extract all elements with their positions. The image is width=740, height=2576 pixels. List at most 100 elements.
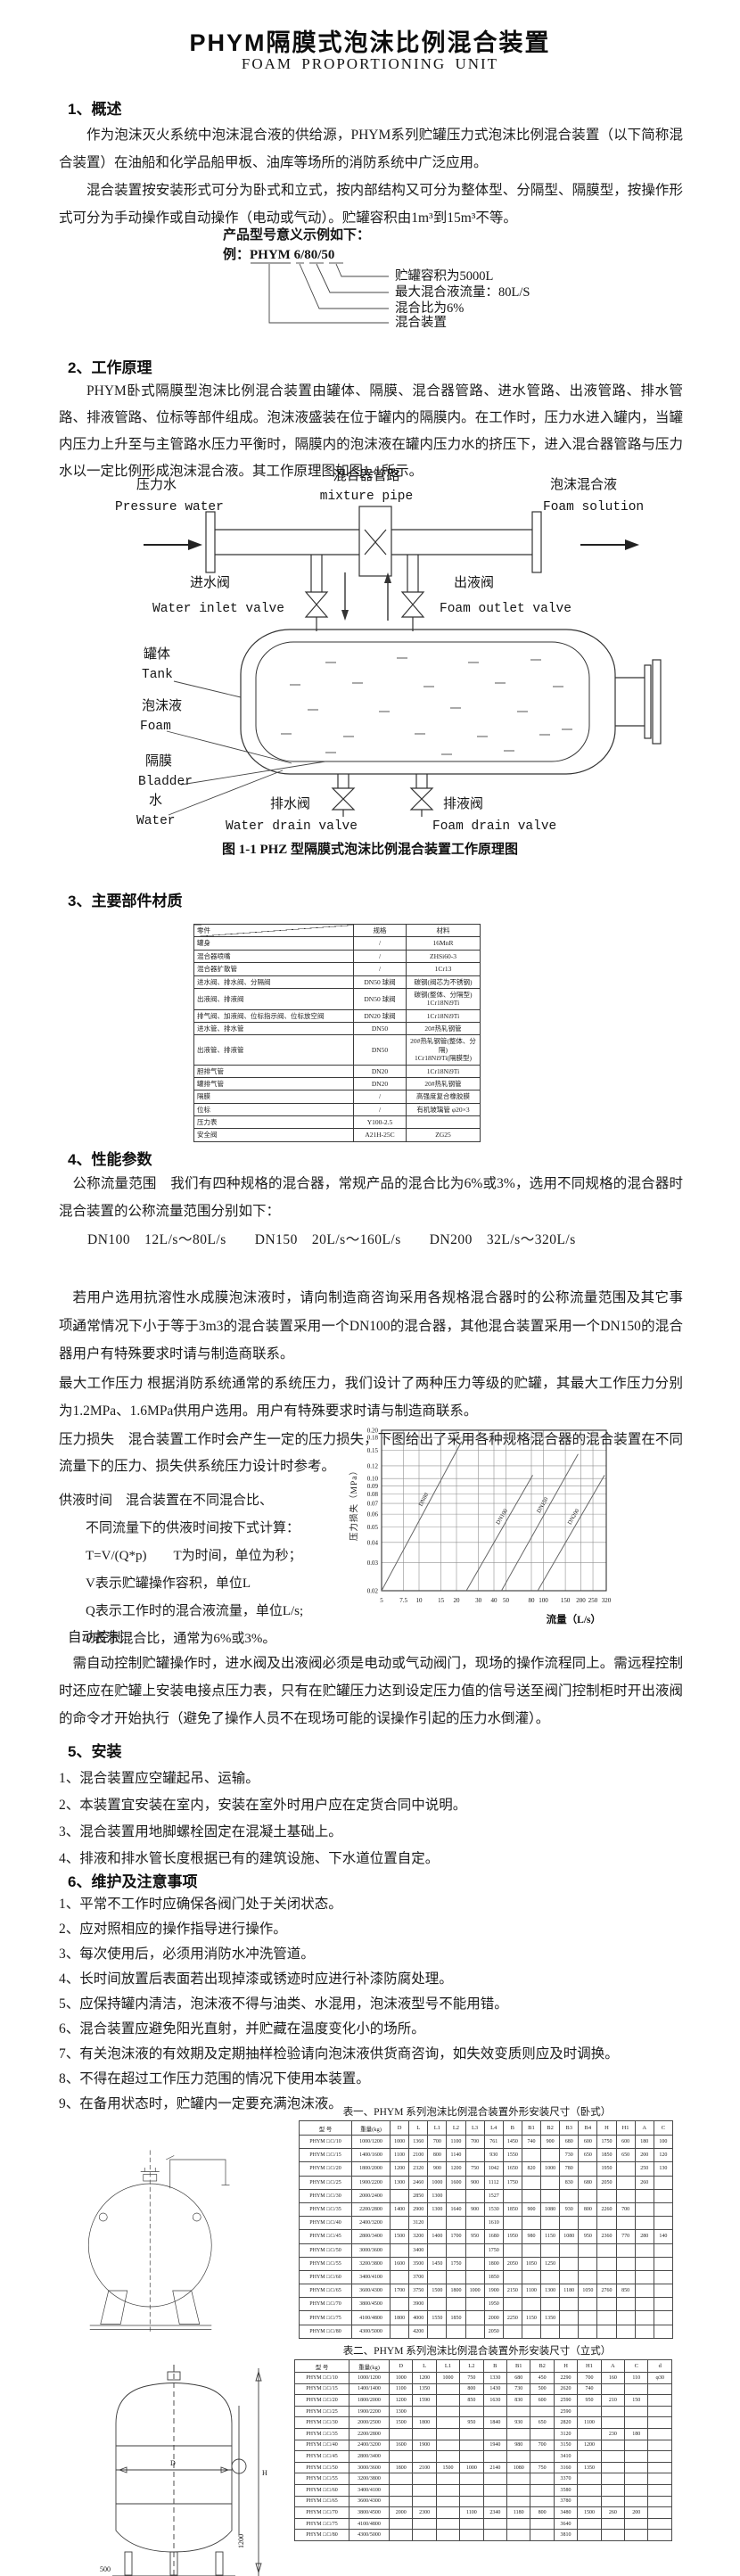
list-item: P表示混合比，通常为6%或3%。 xyxy=(86,1632,276,1646)
table-row: PHYM □/□/40 2400/3200 3120 1610 xyxy=(299,2216,674,2231)
bladder-label-en: Bladder xyxy=(138,775,193,789)
svg-text:0.10: 0.10 xyxy=(367,1476,379,1483)
foam-solution-label-cn: 泡沫混合液 xyxy=(550,477,617,492)
series-label: DN150 xyxy=(536,1496,549,1514)
table-row: PHYM □/□/75 4100/4800 3640 xyxy=(294,2517,672,2531)
svg-text:50: 50 xyxy=(503,1597,510,1604)
foam-label-cn: 泡沫液 xyxy=(142,698,182,713)
tank-drawing-vertical: D H 1200 500 B2 B1 B xyxy=(100,2365,267,2576)
water-drain-valve-label-en: Water drain valve xyxy=(226,819,358,834)
auto-control-heading: 自动控制 xyxy=(68,1630,124,1645)
table-row: 混合器扩散管/1Cr13 xyxy=(193,962,481,976)
table-row: PHYM □/□/50 3000/3600 3400 1750 xyxy=(299,2243,674,2258)
foam-solution-label-en: Foam solution xyxy=(543,500,644,514)
column-header: 重量(kg) xyxy=(351,2120,391,2136)
table-row: PHYM □/□/70 3800/4500 3900 1950 xyxy=(299,2297,674,2312)
table-row: 胆排气管 DN20 1Cr18Ni9Ti xyxy=(193,1064,481,1078)
table-row: PHYM □/□/25 1900/2200 1300 2460 1000 1600 900 1… xyxy=(299,2175,674,2190)
solvent-note: 若用户选用抗溶性水成膜泡沫液时，请向制造商咨询采用各规格混合器时的公称流量范围及… xyxy=(59,1290,683,1333)
usual-config-paragraph: 通常情况下小于等于3m3的混合装置采用一个DN100的混合器，其他混合装置采用一… xyxy=(59,1319,683,1362)
drain-pipes xyxy=(331,774,434,817)
foam-liquid-ticks xyxy=(281,657,572,755)
table-row: PHYM □/□/50 3000/3600 1800 2100 1500 1000 2140… xyxy=(294,2461,672,2474)
column-header: B4 xyxy=(578,2120,598,2136)
svg-text:0.15: 0.15 xyxy=(367,1447,379,1454)
column-header: L2 xyxy=(459,2359,484,2373)
column-header: L2 xyxy=(446,2120,466,2136)
model-callout-ratio: 混合比为6% xyxy=(395,300,464,316)
principle-paragraph: PHYM卧式隔膜型泡沫比例混合装置由罐体、隔膜、混合器管路、进水管路、出液管路、… xyxy=(59,383,683,479)
materials-table: 零件 规格 材料 罐身/16MnR 混合器喷嘴 / ZHSi60-3 混合器扩散管/1Cr13… xyxy=(193,923,481,1142)
table-row: PHYM □/□/80 4300/5000 4200 2050 xyxy=(299,2324,674,2339)
column-header: A xyxy=(634,2120,654,2136)
svg-text:0.02: 0.02 xyxy=(367,1588,379,1595)
column-header: L1 xyxy=(435,2359,461,2373)
svg-text:5: 5 xyxy=(380,1597,383,1604)
water-inlet-valve-label-cn: 进水阀 xyxy=(190,575,230,590)
svg-text:0.03: 0.03 xyxy=(367,1560,379,1567)
table-1-horizontal-dimensions: 型 号重量(kg) D L L1 L2 L3 L4 B B1 B2 B3 B4 H H1 A C PHYM □/… xyxy=(299,2120,674,2339)
dim-d-label: D xyxy=(170,2459,176,2467)
table-row: PHYM □/□/30 2000/2500 1500 1800 950 1840 930 65… xyxy=(294,2416,672,2429)
svg-text:0.09: 0.09 xyxy=(367,1483,379,1490)
dim-1200-label: 1200 xyxy=(237,2534,245,2548)
column-header: 重量(kg) xyxy=(349,2359,390,2373)
column-header: B1 xyxy=(506,2359,531,2373)
table-row: PHYM □/□/75 4100/4800 1800 4000 1550 1850 2000… xyxy=(299,2310,674,2325)
list-item: 5、应保持罐内清洁，泡沫液不得与油类、水混用，泡沫液型号不能用错。 xyxy=(59,1996,508,2012)
column-header: B xyxy=(482,2359,508,2373)
table-row: PHYM □/□/15 1400/1600 1100 2100 800 1140 930 15… xyxy=(299,2148,674,2163)
list-item: 6、混合装置应避免阳光直射，并贮藏在温度变化小的场所。 xyxy=(59,2021,425,2037)
svg-text:250: 250 xyxy=(588,1597,598,1604)
series-label: DN100 xyxy=(495,1508,509,1526)
svg-text:30: 30 xyxy=(475,1597,482,1604)
table-row: PHYM □/□/55 3200/3800 3370 xyxy=(294,2473,672,2485)
svg-text:0.18: 0.18 xyxy=(367,1435,379,1442)
foam-outlet-valve-label-en: Foam outlet valve xyxy=(440,602,571,616)
section-3-heading: 3、主要部件材质 xyxy=(68,893,183,909)
svg-text:200: 200 xyxy=(576,1597,586,1604)
overview-paragraphs: 作为泡沫灭火系统中泡沫混合液的供给源，PHYM系列贮罐压力式泡沫比例混合装置（以… xyxy=(59,121,683,232)
list-item: 8、不得在超过工作压力范围的情况下使用本装置。 xyxy=(59,2071,370,2086)
table-row: PHYM □/□/45 2800/3400 1500 3200 1400 1700 950 1… xyxy=(299,2229,674,2244)
foam-outlet-valve-label-cn: 出液阀 xyxy=(454,575,494,590)
column-header: L3 xyxy=(465,2120,485,2136)
table-row: 安全阀 A21H-25C ZG25 xyxy=(193,1128,481,1142)
column-header: C xyxy=(624,2359,649,2373)
model-intro: 产品型号意义示例如下： xyxy=(223,226,370,243)
svg-text:压力损失（MPa）: 压力损失（MPa） xyxy=(349,1466,359,1541)
foam-solution-arrow-icon xyxy=(625,539,639,550)
table-row: PHYM □/□/35 2200/2800 1400 2900 1300 1640 900 1… xyxy=(299,2202,674,2218)
page-subtitle: FOAM PROPORTIONING UNIT xyxy=(241,55,499,72)
list-item: 4、排液和排水管长度根据已有的建筑设施、下水道位置自定。 xyxy=(59,1851,440,1866)
water-drain-valve-label-cn: 排水阀 xyxy=(270,796,310,811)
table-row: 混合器喷嘴 / ZHSi60-3 xyxy=(193,949,481,964)
section-6-heading: 6、维护及注意事项 xyxy=(68,1873,198,1890)
table-row: 位标 / 有机玻璃管 φ20×3 xyxy=(193,1102,481,1117)
table-row: PHYM □/□/65 3600/4300 1700 3750 1500 1800 1000… xyxy=(299,2284,674,2299)
mixture-pipe-label-cn: 混合器管路 xyxy=(333,468,399,483)
column-header: D xyxy=(388,2359,414,2373)
svg-text:150: 150 xyxy=(561,1597,571,1604)
svg-text:320: 320 xyxy=(602,1597,612,1604)
column-header: B2 xyxy=(539,2120,561,2136)
overview-p2: 混合装置按安装形式可分为卧式和立式，按内部结构又可分为整体型、分隔型、隔膜型，按… xyxy=(59,183,683,226)
tank-label-cn: 罐体 xyxy=(144,646,170,662)
svg-text:0.06: 0.06 xyxy=(367,1511,379,1518)
column-header: D xyxy=(389,2120,410,2136)
auto-control-paragraph: 需自动控制贮罐操作时，进水阀及出液阀必须是电动或气动阀门，现场的操作流程同上。需… xyxy=(59,1656,683,1726)
install-list: 1、混合装置应空罐起吊、运输。 2、本装置宜安装在室内，安装在室外时用户应在定货合… xyxy=(59,1765,692,1872)
column-header: L1 xyxy=(427,2120,448,2136)
dim-h-label: H xyxy=(262,2469,267,2477)
column-header: H xyxy=(596,2120,617,2136)
column-header: 型 号 xyxy=(294,2359,349,2373)
list-item: V表示贮罐操作容积，单位L xyxy=(86,1576,251,1591)
page-title: PHYM隔膜式泡沫比例混合装置 xyxy=(189,29,551,56)
column-header: L xyxy=(408,2120,429,2136)
table-row: PHYM □/□/60 3400/4100 3700 1850 xyxy=(299,2269,674,2285)
table-2-caption: 表二、PHYM 系列泡沫比例混合装置外形安装尺寸（立式） xyxy=(342,2346,612,2357)
pressure-water-label-en: Pressure water xyxy=(115,500,224,514)
svg-text:20: 20 xyxy=(454,1597,461,1604)
